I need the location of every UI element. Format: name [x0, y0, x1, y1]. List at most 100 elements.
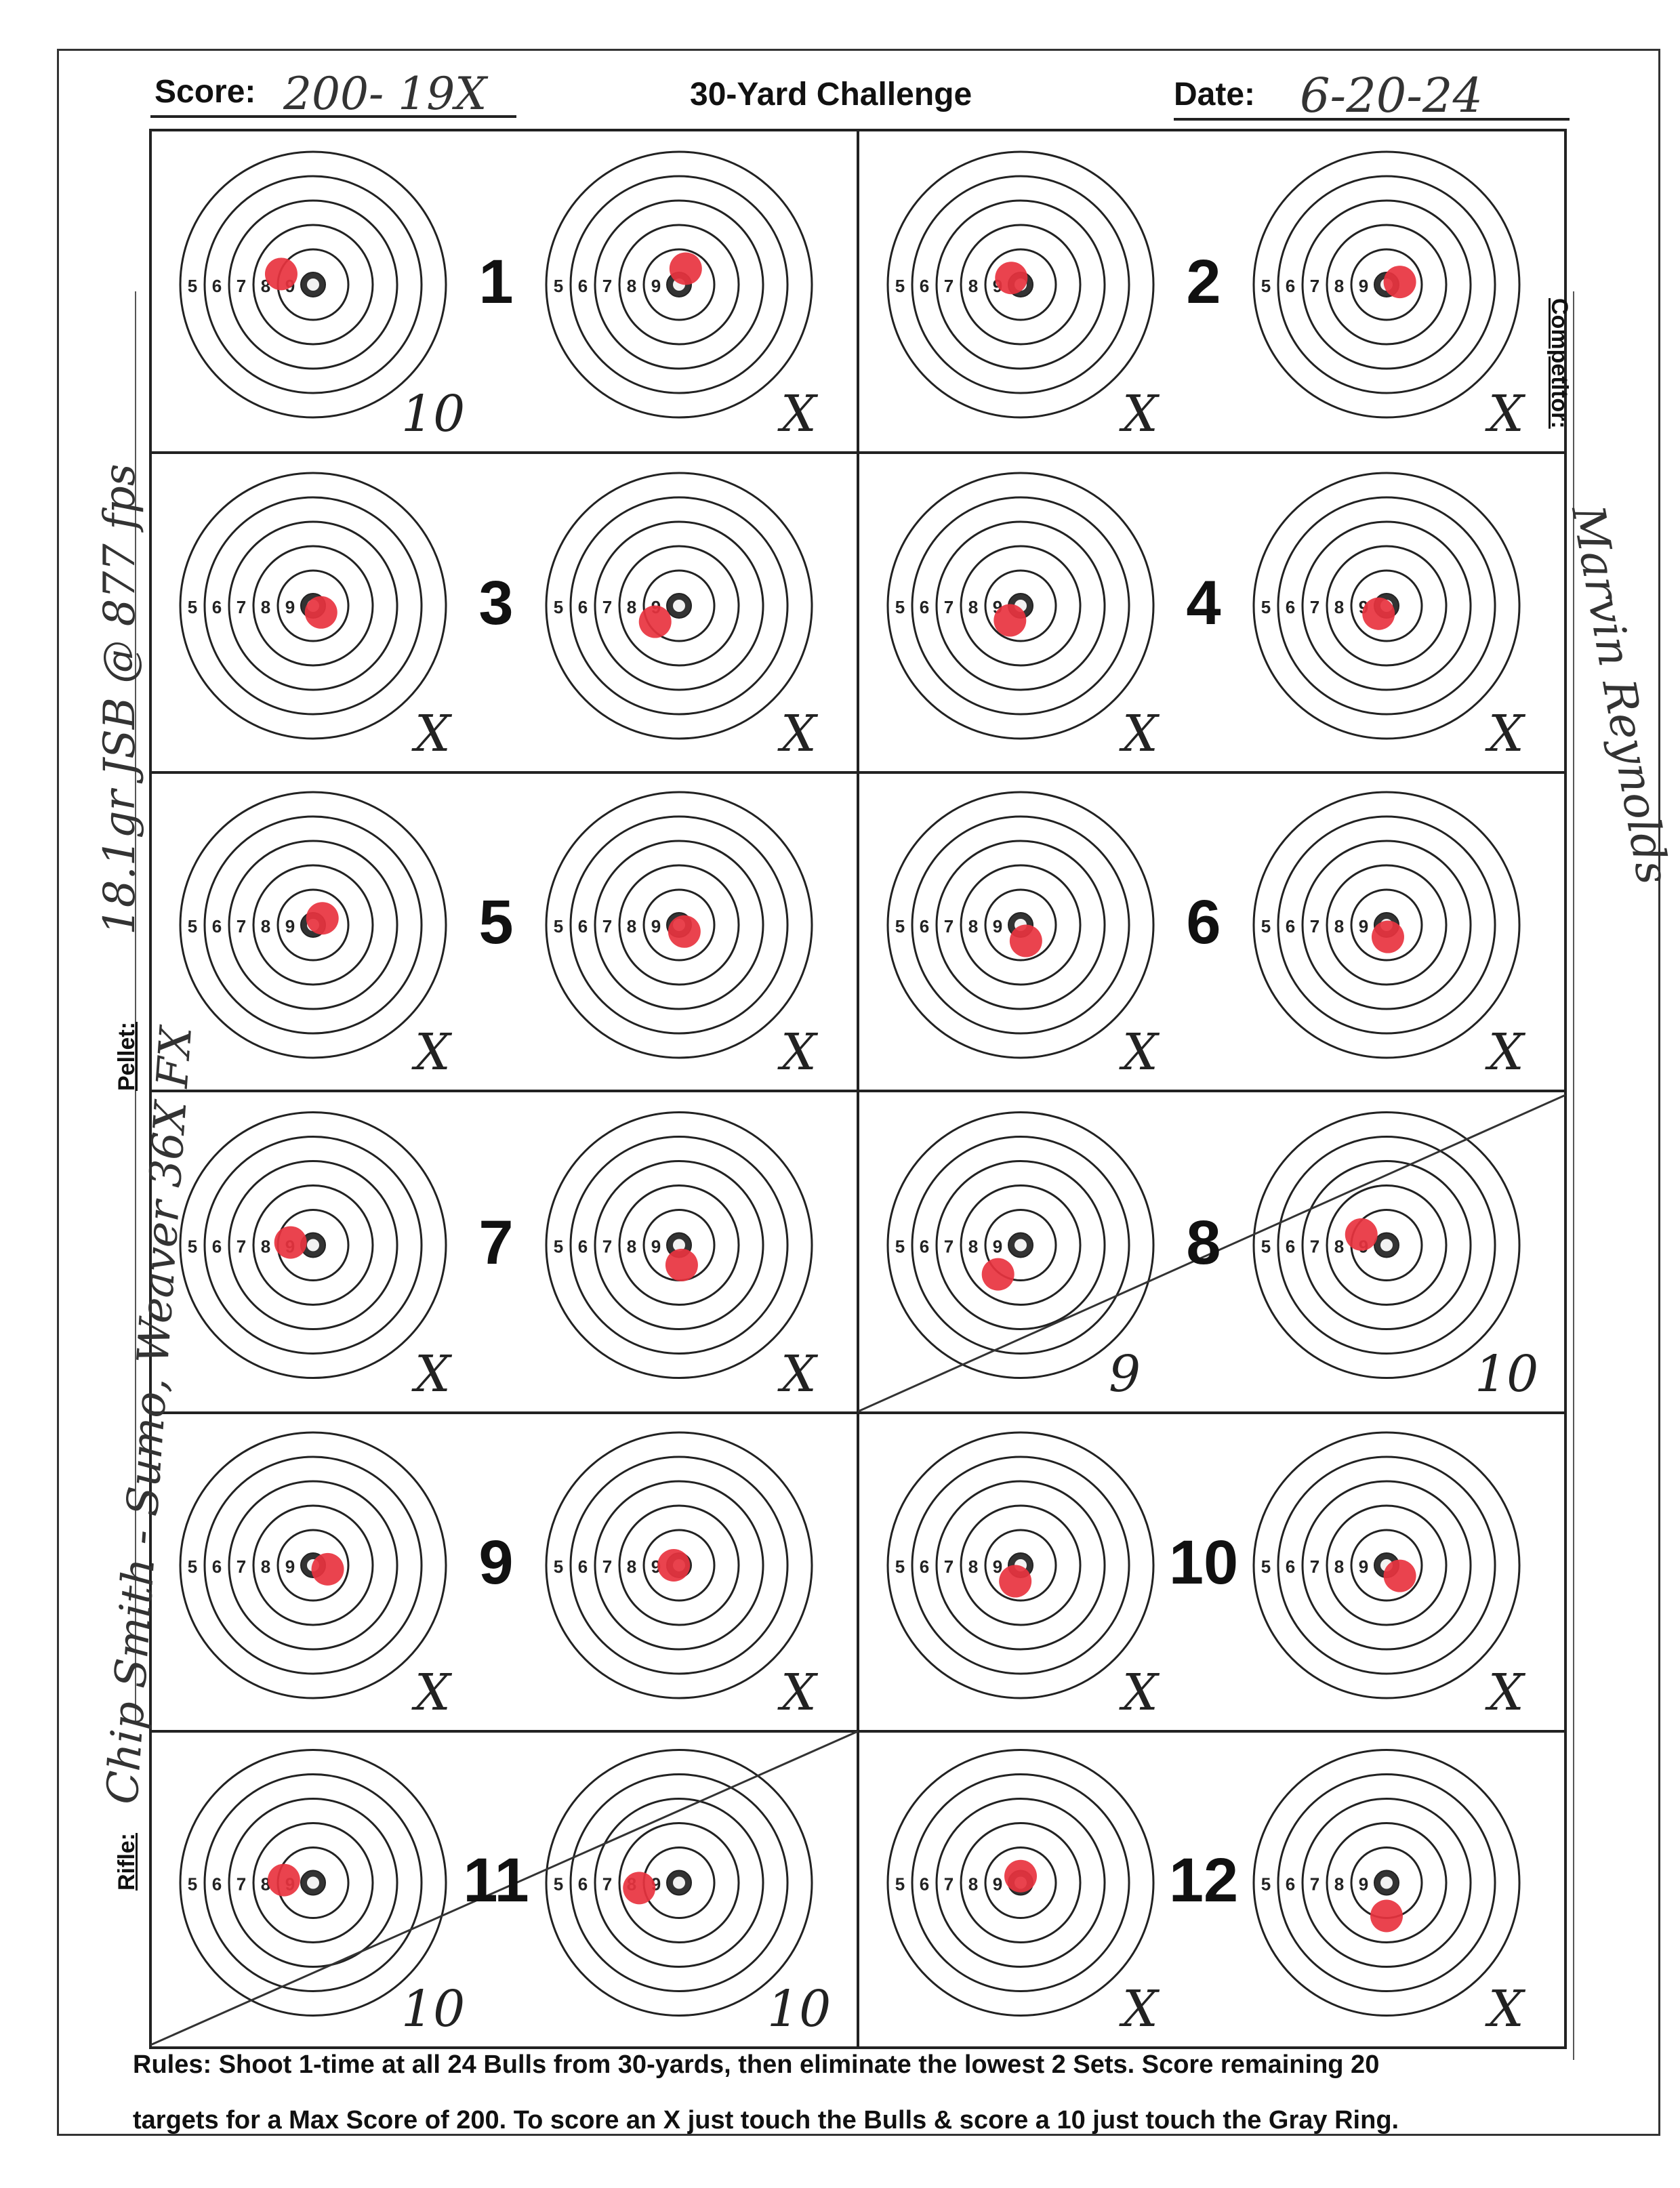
score-underline: [150, 115, 516, 118]
left-score-mark: X: [1122, 385, 1158, 443]
set-number: 4: [1186, 569, 1221, 638]
set-number: 6: [1186, 888, 1221, 957]
ring-number: 8: [261, 1237, 270, 1257]
date-underline: [1174, 118, 1570, 121]
ring-number: 7: [237, 1556, 246, 1577]
ring-number: 8: [627, 276, 636, 296]
pellet-impact: [995, 262, 1028, 295]
ring-number: 9: [285, 1556, 295, 1577]
ring-number: 7: [602, 1874, 612, 1895]
ring-number: 5: [188, 1237, 197, 1257]
ring-number: 6: [1286, 1556, 1295, 1577]
pellet-impact: [999, 1565, 1032, 1598]
pellet-label: Pellet:: [114, 1021, 140, 1091]
right-score-mark: 10: [767, 1980, 832, 2038]
ring-number: 8: [1334, 597, 1344, 617]
ring-number: 7: [237, 1874, 246, 1895]
ring-number: 7: [944, 1556, 954, 1577]
set-number: 2: [1186, 247, 1221, 316]
page-border: [57, 49, 1660, 2136]
ring-number: 8: [261, 1556, 270, 1577]
set-number: 1: [478, 247, 514, 316]
ring-number: 8: [261, 597, 270, 617]
left-score-mark: 10: [401, 385, 466, 443]
left-score-mark: X: [415, 1023, 451, 1081]
ring-number: 5: [1261, 1874, 1271, 1895]
left-score-mark: X: [1122, 1980, 1158, 2038]
ring-number: 6: [1286, 1874, 1295, 1895]
rules-line-1: Rules: Shoot 1-time at all 24 Bulls from…: [133, 2050, 1380, 2079]
ring-number: 7: [602, 916, 612, 936]
ring-number: 9: [1359, 1874, 1368, 1895]
pellet-impact: [1371, 920, 1404, 953]
ring-number: 6: [578, 1874, 588, 1895]
ring-number: 6: [212, 276, 222, 296]
ring-number: 5: [895, 276, 905, 296]
ring-number: 9: [651, 916, 661, 936]
ring-number: 5: [188, 597, 197, 617]
pellet-impact: [304, 596, 337, 629]
ring-number: 9: [285, 597, 295, 617]
ring-number: 8: [968, 276, 978, 296]
pellet-impact: [668, 915, 701, 948]
competitor-label: Competitor:: [1546, 298, 1572, 429]
ring-number: 5: [188, 916, 197, 936]
ring-number: 9: [651, 1237, 661, 1257]
ring-number: 8: [968, 1556, 978, 1577]
page-title: 30-Yard Challenge: [690, 77, 972, 112]
ring-number: 7: [944, 597, 954, 617]
ring-number: 5: [1261, 1237, 1271, 1257]
ring-number: 5: [895, 1556, 905, 1577]
pellet-impact: [665, 1248, 698, 1281]
ring-number: 6: [1286, 916, 1295, 936]
set-number: 7: [478, 1207, 514, 1277]
set-number: 5: [478, 888, 514, 957]
right-score-mark: 10: [1475, 1345, 1539, 1403]
pellet-impact: [1383, 1559, 1416, 1592]
right-score-mark: X: [781, 1345, 817, 1403]
ring-number: 8: [627, 1556, 636, 1577]
ring-number: 8: [968, 1237, 978, 1257]
set-number: 3: [478, 569, 514, 638]
ring-number: 6: [920, 1237, 929, 1257]
left-score-mark: X: [415, 705, 451, 763]
pellet-impact: [1004, 1859, 1037, 1893]
ring-number: 6: [578, 916, 588, 936]
ring-number: 9: [285, 916, 295, 936]
set-number: 8: [1186, 1207, 1221, 1277]
left-score-mark: X: [1122, 705, 1158, 763]
ring-number: 9: [1359, 276, 1368, 296]
pellet-impact: [311, 1552, 344, 1586]
ring-number: 7: [1310, 1237, 1319, 1257]
ring-number: 6: [578, 1556, 588, 1577]
left-score-mark: X: [415, 1345, 451, 1403]
ring-number: 5: [554, 1237, 563, 1257]
ring-number: 6: [212, 916, 222, 936]
ring-number: 7: [602, 276, 612, 296]
ring-number: 7: [237, 916, 246, 936]
ring-number: 9: [1359, 1556, 1368, 1577]
eliminated-set-strike: [150, 1730, 859, 2046]
ring-number: 8: [627, 916, 636, 936]
ring-number: 5: [188, 1556, 197, 1577]
ring-number: 5: [1261, 276, 1271, 296]
ring-number: 5: [1261, 1556, 1271, 1577]
ring-number: 8: [1334, 1874, 1344, 1895]
ring-number: 7: [944, 916, 954, 936]
pellet-impact: [274, 1226, 307, 1259]
ring-number: 6: [212, 1874, 222, 1895]
ring-number: 8: [1334, 276, 1344, 296]
ring-number: 9: [993, 1237, 1002, 1257]
left-score-mark: 9: [1109, 1345, 1141, 1403]
ring-number: 7: [602, 1556, 612, 1577]
pellet-impact: [669, 252, 702, 285]
